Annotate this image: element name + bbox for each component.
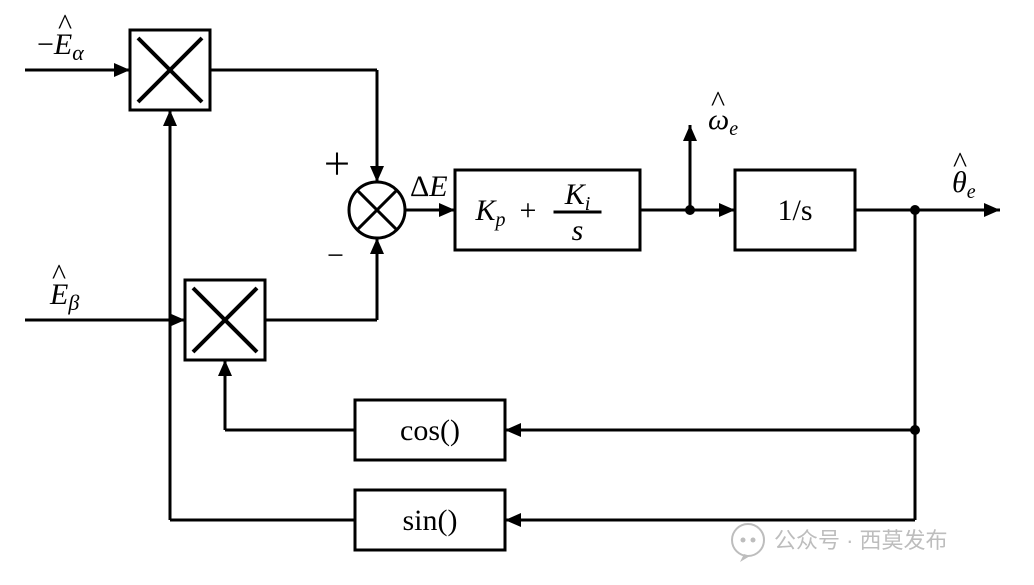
svg-text:^: ^ bbox=[711, 85, 725, 118]
integrator-label: 1/s bbox=[777, 194, 812, 227]
multiplier-top bbox=[130, 30, 210, 110]
delta-e-label: ΔE bbox=[410, 170, 448, 203]
theta-label: θe^ bbox=[952, 146, 976, 203]
wire-mult2-to-sum bbox=[370, 238, 384, 320]
omega-label: ωe^ bbox=[708, 85, 738, 140]
input-e-beta-arrow bbox=[25, 313, 185, 327]
sin-label: sin() bbox=[403, 504, 458, 537]
watermark: 公众号 · 西莫发布 bbox=[732, 524, 948, 562]
svg-text:^: ^ bbox=[953, 146, 967, 179]
cos-label: cos() bbox=[400, 414, 460, 447]
wire-sum-to-pi bbox=[405, 203, 455, 217]
svg-text:ΔE: ΔE bbox=[410, 170, 448, 203]
multiplier-bottom bbox=[185, 280, 265, 360]
wire-sin-to-mult1 bbox=[163, 110, 177, 520]
sum-minus: − bbox=[327, 239, 344, 272]
sum-plus: ＋ bbox=[322, 149, 352, 182]
wire-to-sin bbox=[505, 513, 915, 527]
input-e-alpha-arrow bbox=[25, 63, 130, 77]
input-e-beta-label: Eβ^ bbox=[49, 258, 79, 315]
watermark-text: 公众号 · 西莫发布 bbox=[774, 528, 948, 553]
svg-text:^: ^ bbox=[58, 8, 72, 41]
wire-cos-to-mult2 bbox=[218, 360, 232, 430]
summing-junction bbox=[349, 182, 405, 238]
omega-branch-arrow bbox=[683, 125, 697, 210]
svg-text:s: s bbox=[572, 214, 584, 247]
wire-to-cos bbox=[505, 423, 915, 437]
svg-text:^: ^ bbox=[52, 258, 66, 291]
pi-plus: + bbox=[520, 194, 537, 227]
wire-mult1-to-sum bbox=[370, 70, 384, 182]
input-e-alpha-label: −Eα^ bbox=[37, 8, 84, 65]
wire-theta-out bbox=[855, 203, 1000, 217]
